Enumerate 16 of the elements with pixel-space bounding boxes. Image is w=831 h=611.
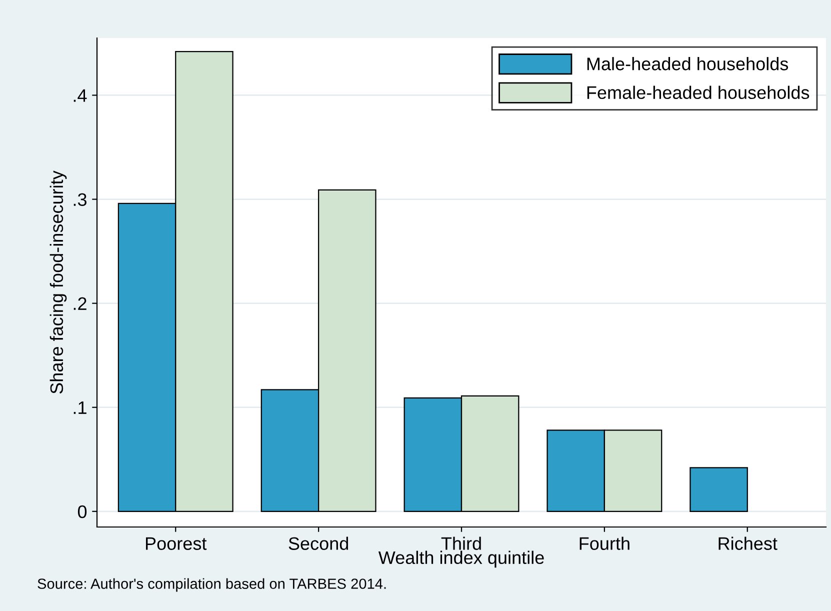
- x-tick-label: Second: [288, 536, 348, 550]
- bar: [690, 467, 748, 512]
- y-tick-label: 0: [78, 505, 87, 518]
- x-tick-label: Poorest: [146, 537, 207, 550]
- source-note: Source: Author's compilation based on TARBES 2014.: [38, 578, 386, 592]
- x-tick-label: Third: [441, 536, 481, 550]
- y-tick-label: .4: [74, 89, 87, 102]
- y-tick-label: .3: [74, 193, 86, 206]
- y-tick-label: .2: [74, 297, 86, 310]
- legend-label: Female-headed households: [587, 86, 810, 100]
- x-axis-title: Wealth index quintile: [378, 550, 544, 568]
- legend-label: Male-headed households: [587, 57, 788, 70]
- y-axis-title: Share facing food-insecurity: [50, 170, 67, 394]
- x-tick-label: Fourth: [580, 536, 630, 550]
- x-tick-label: Richest: [718, 536, 778, 550]
- y-tick-label: .1: [74, 401, 86, 414]
